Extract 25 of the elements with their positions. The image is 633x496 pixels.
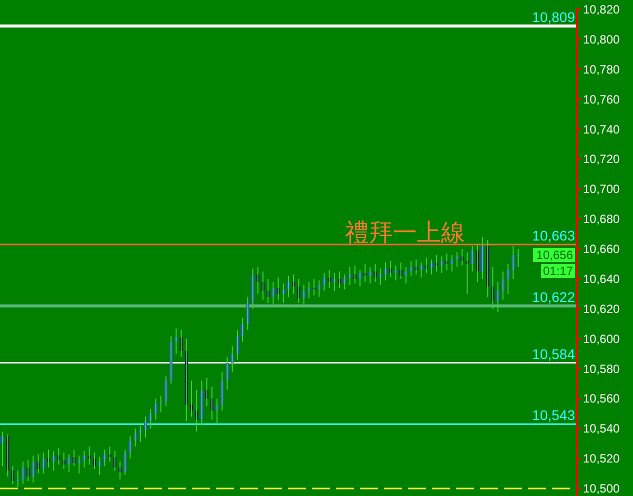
annotation: 禮拜一上線 xyxy=(345,220,465,247)
y-tick-label: 10,520 xyxy=(583,452,620,466)
y-tick-label: 10,760 xyxy=(583,92,620,106)
y-tick-label: 10,500 xyxy=(583,482,620,496)
y-tick-label: 10,740 xyxy=(583,122,620,136)
ref-line-label: 10,622 xyxy=(532,288,576,305)
y-tick-label: 10,800 xyxy=(583,32,620,46)
y-tick-label: 10,780 xyxy=(583,62,620,76)
y-tick-label: 10,600 xyxy=(583,332,620,346)
y-tick-label: 10,620 xyxy=(583,302,620,316)
annotation: 10,656 xyxy=(536,248,574,262)
ref-line-label: 10,663 xyxy=(532,228,576,244)
ref-line-label: 10,809 xyxy=(532,8,576,25)
y-tick-label: 10,660 xyxy=(583,242,620,256)
y-tick-label: 10,540 xyxy=(583,422,620,436)
y-tick-label: 10,700 xyxy=(583,182,620,196)
y-tick-label: 10,580 xyxy=(583,362,620,376)
y-tick-label: 10,820 xyxy=(583,2,620,16)
ref-line-label: 10,543 xyxy=(532,407,576,424)
annotation: 01:17 xyxy=(542,264,574,278)
y-tick-label: 10,640 xyxy=(583,272,620,286)
ref-line-label: 10,584 xyxy=(532,346,576,362)
y-tick-label: 10,720 xyxy=(583,152,620,166)
y-tick-label: 10,560 xyxy=(583,392,620,406)
y-tick-label: 10,680 xyxy=(583,212,620,226)
